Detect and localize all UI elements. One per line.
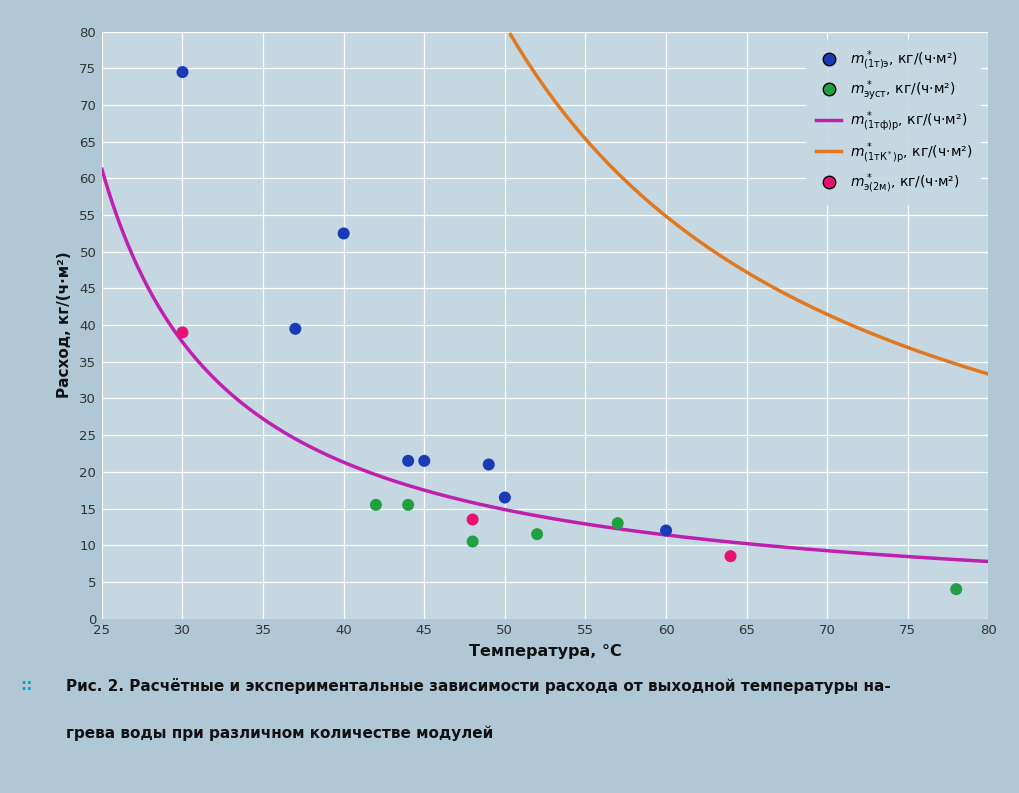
Legend: $\mathit{m}^*_{(1\text{т})\text{э}}$, кг/(ч·м²), $\mathit{m}^*_{\text{эуст}}$, к: $\mathit{m}^*_{(1\text{т})\text{э}}$, кг… — [806, 39, 981, 206]
Point — [174, 66, 191, 79]
Text: ::: :: — [20, 678, 33, 693]
Point — [416, 454, 432, 467]
Point — [335, 227, 352, 239]
Point — [496, 491, 513, 504]
Point — [529, 528, 545, 541]
Point — [722, 550, 739, 562]
X-axis label: Температура, °С: Температура, °С — [469, 644, 622, 659]
Point — [287, 323, 304, 335]
Point — [658, 524, 675, 537]
Text: грева воды при различном количестве модулей: грева воды при различном количестве моду… — [66, 726, 493, 741]
Point — [174, 326, 191, 339]
Point — [465, 513, 481, 526]
Point — [465, 535, 481, 548]
Point — [400, 454, 417, 467]
Point — [609, 517, 626, 530]
Point — [368, 499, 384, 511]
Point — [948, 583, 964, 596]
Point — [400, 499, 417, 511]
Point — [481, 458, 497, 471]
Y-axis label: Расход, кг/(ч·м²): Расход, кг/(ч·м²) — [57, 252, 72, 398]
Text: Рис. 2. Расчётные и экспериментальные зависимости расхода от выходной температур: Рис. 2. Расчётные и экспериментальные за… — [66, 678, 891, 694]
